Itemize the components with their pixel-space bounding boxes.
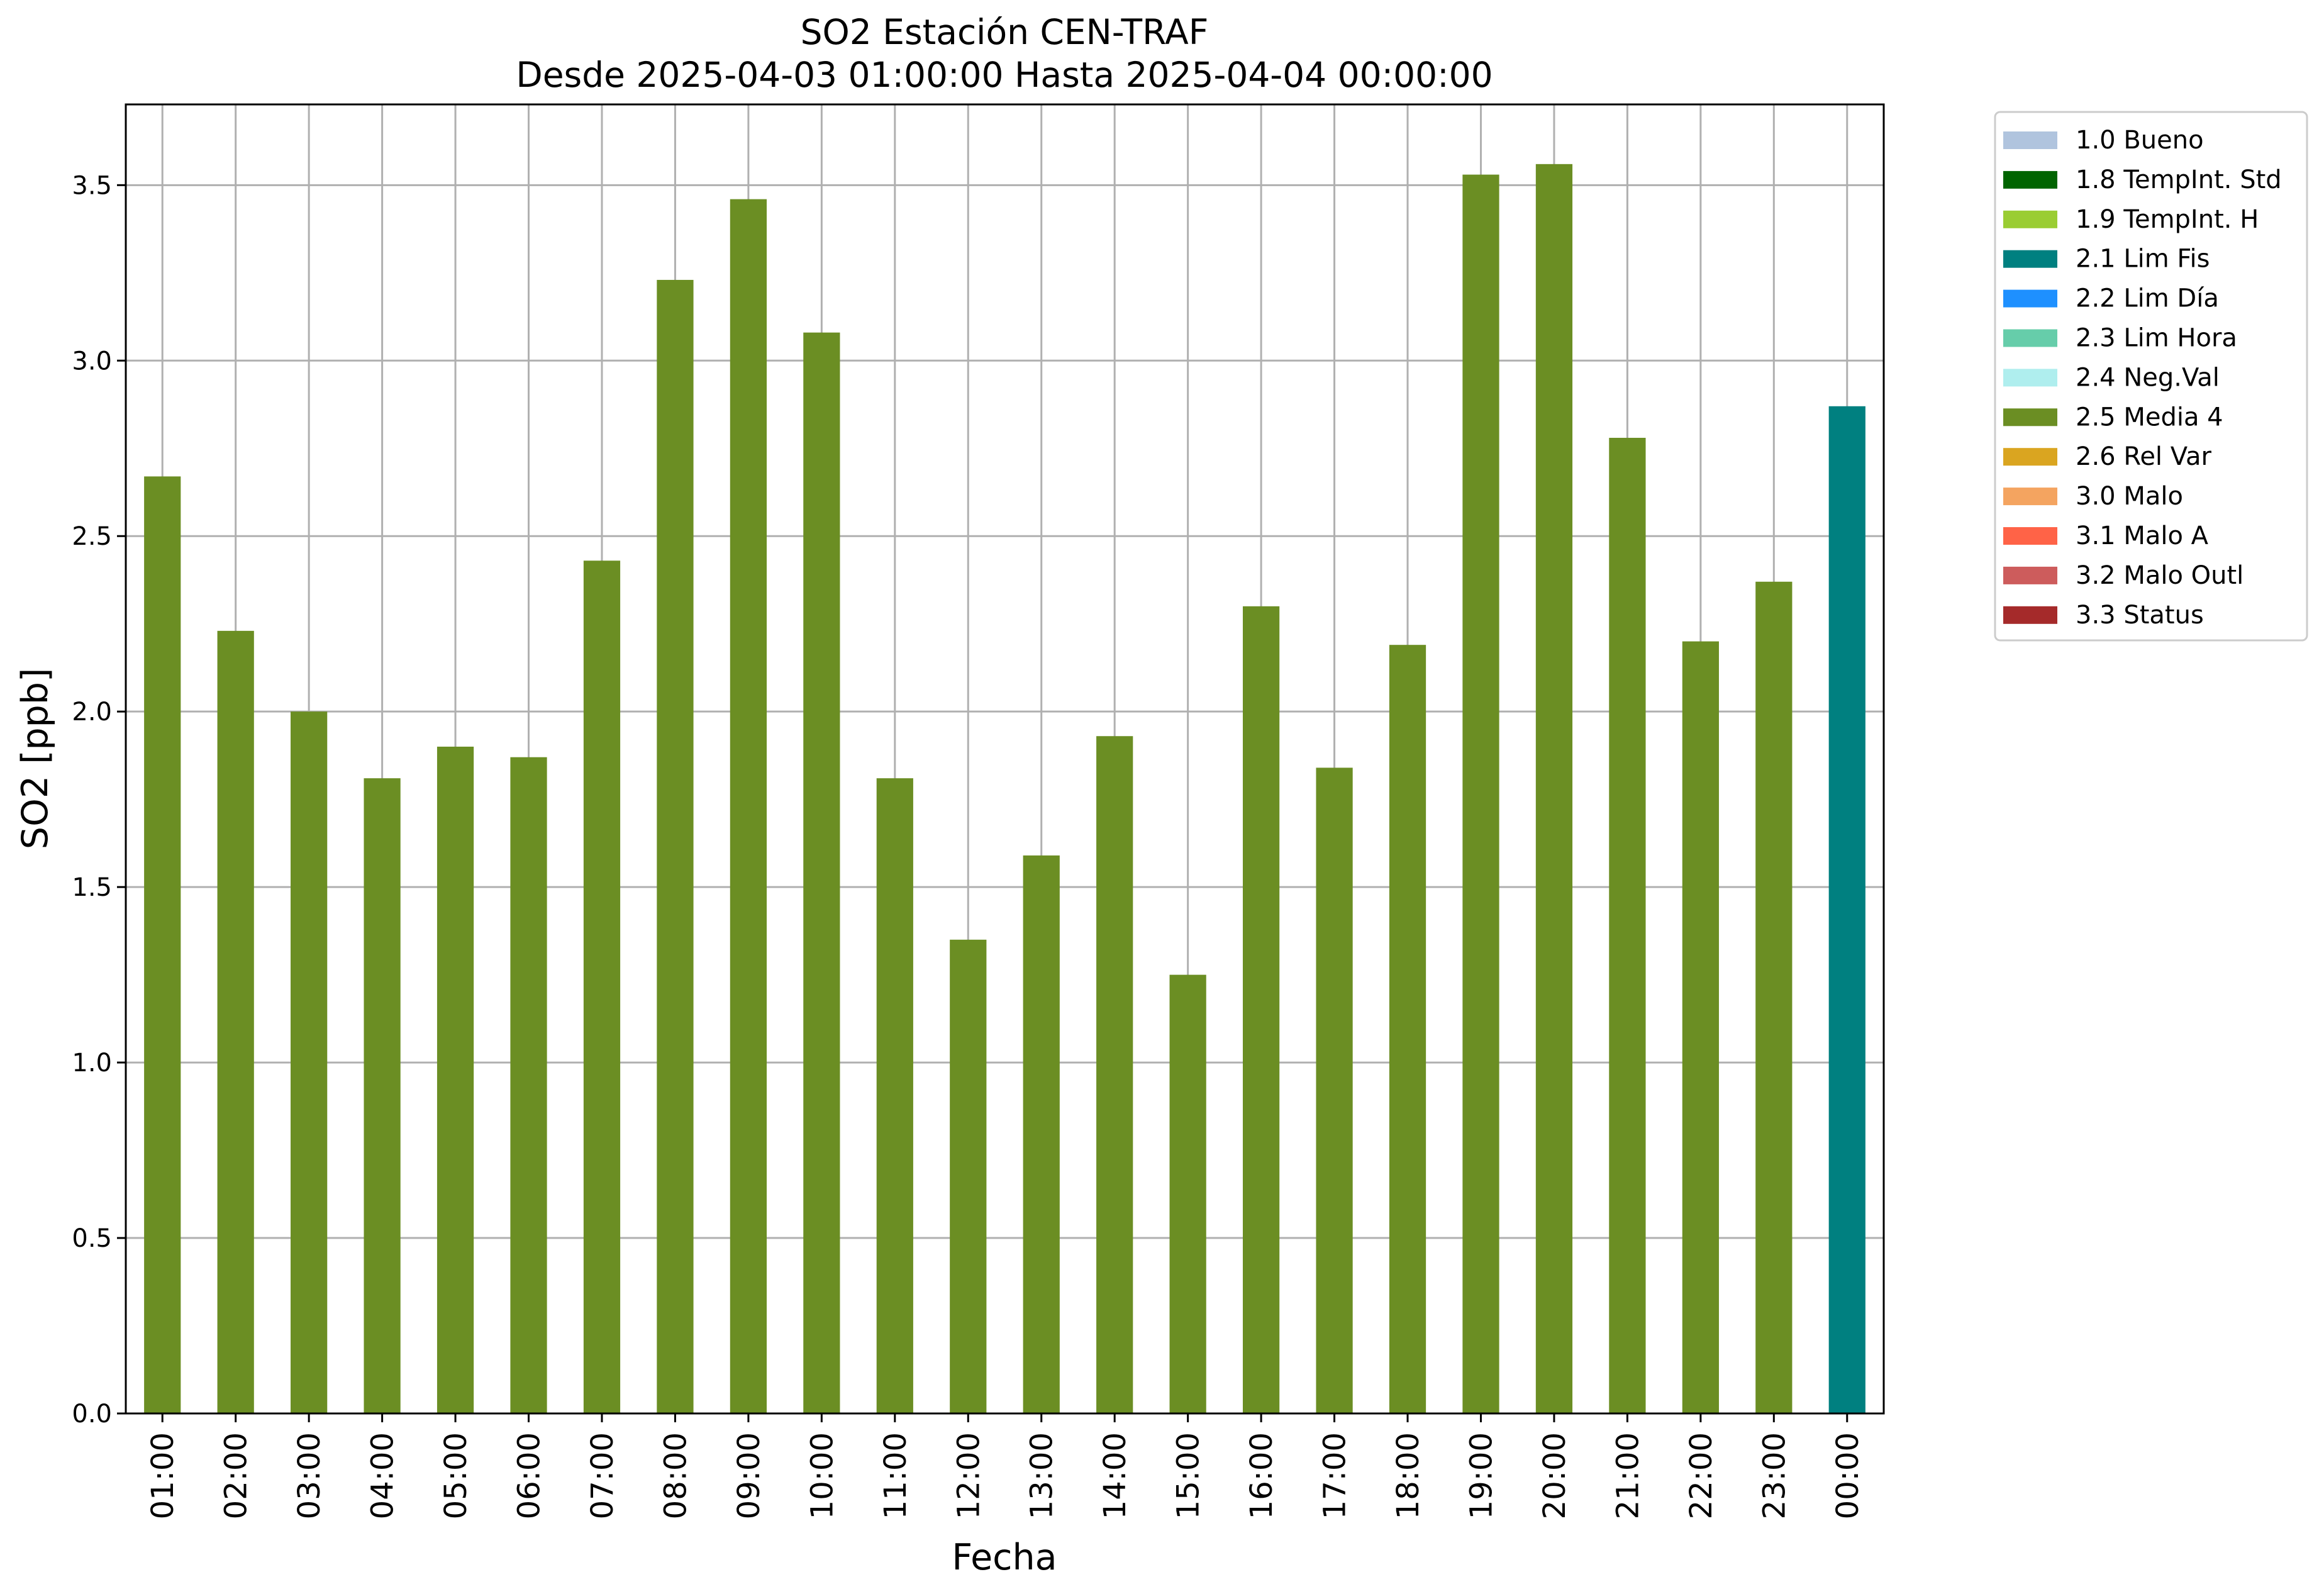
- legend-label: 2.6 Rel Var: [2076, 442, 2212, 471]
- y-axis-label: SO2 [ppb]: [14, 668, 56, 849]
- legend-label: 1.8 TempInt. Std: [2076, 165, 2282, 194]
- x-tick-label: 14:00: [1098, 1432, 1133, 1519]
- bar-1100: [876, 778, 913, 1413]
- legend-swatch: [2003, 289, 2057, 308]
- legend-label: 2.5 Media 4: [2076, 403, 2223, 432]
- chart-subtitle: Desde 2025-04-03 01:00:00 Hasta 2025-04-…: [516, 55, 1493, 95]
- legend-swatch: [2003, 329, 2057, 347]
- x-tick-label: 22:00: [1684, 1432, 1719, 1519]
- bar-0700: [583, 560, 621, 1413]
- bar-1000: [803, 332, 840, 1413]
- bar-1400: [1096, 736, 1133, 1413]
- x-tick-label: 08:00: [658, 1432, 693, 1519]
- legend-swatch: [2003, 527, 2057, 545]
- x-tick-label: 13:00: [1025, 1432, 1060, 1519]
- x-tick-label: 04:00: [365, 1432, 401, 1519]
- x-tick-label: 23:00: [1757, 1432, 1792, 1519]
- legend-swatch: [2003, 566, 2057, 584]
- bar-2300: [1755, 581, 1793, 1413]
- legend-label: 1.0 Bueno: [2076, 126, 2204, 155]
- x-tick-label: 05:00: [438, 1432, 474, 1519]
- bar-0500: [436, 746, 474, 1413]
- y-tick-label: 2.5: [72, 522, 112, 551]
- bar-1900: [1462, 174, 1499, 1413]
- legend-swatch: [2003, 408, 2057, 426]
- legend-box: [1994, 111, 2308, 642]
- bar-0400: [364, 778, 401, 1413]
- x-tick-label: 17:00: [1318, 1432, 1353, 1519]
- bar-0600: [510, 757, 547, 1413]
- legend-label: 3.1 Malo A: [2076, 521, 2209, 550]
- x-tick-label: 12:00: [951, 1432, 986, 1519]
- x-tick-label: 11:00: [878, 1432, 913, 1519]
- x-tick-label: 01:00: [145, 1432, 181, 1519]
- legend-swatch: [2003, 210, 2057, 228]
- x-tick-label: 00:00: [1830, 1432, 1865, 1519]
- bar-0900: [730, 199, 767, 1413]
- legend-label: 3.2 Malo Outl: [2076, 561, 2243, 590]
- legend-label: 3.3 Status: [2076, 601, 2204, 630]
- bar-0300: [291, 711, 328, 1413]
- bar-0000: [1828, 406, 1865, 1413]
- bar-1500: [1169, 974, 1206, 1413]
- y-tick-label: 3.0: [72, 347, 112, 376]
- legend-items: 1.0 Bueno 1.8 TempInt. Std 1.9 TempInt. H 2…: [2003, 126, 2282, 630]
- y-axis-ticks: 0.0 0.5 1.0 1.5 2.0 2.5 3.0 3.5: [72, 171, 126, 1429]
- x-axis-label: Fecha: [952, 1537, 1057, 1578]
- legend-label: 2.4 Neg.Val: [2076, 363, 2220, 392]
- bar-0800: [657, 279, 694, 1413]
- y-tick-label: 1.0: [72, 1049, 112, 1078]
- x-tick-label: 20:00: [1537, 1432, 1572, 1519]
- legend-swatch: [2003, 369, 2057, 387]
- bar-2100: [1609, 438, 1646, 1413]
- bar-0100: [144, 476, 181, 1414]
- chart-title: SO2 Estación CEN-TRAF: [801, 12, 1209, 52]
- legend-label: 2.3 Lim Hora: [2076, 324, 2237, 353]
- bar-2000: [1535, 164, 1573, 1414]
- y-tick-label: 0.0: [72, 1400, 112, 1429]
- bar-1800: [1389, 645, 1426, 1413]
- x-axis-ticks: 01:00 02:00 03:00 04:00 05:00 06:00 07:00 08:00…: [145, 1413, 1865, 1519]
- x-tick-label: 18:00: [1391, 1432, 1426, 1519]
- x-tick-label: 10:00: [804, 1432, 840, 1519]
- plot-frame: [125, 103, 1885, 1415]
- legend: 1.0 Bueno 1.8 TempInt. Std 1.9 TempInt. H 2…: [1994, 111, 2308, 642]
- legend-label: 2.1 Lim Fis: [2076, 245, 2210, 274]
- x-tick-label: 09:00: [731, 1432, 767, 1519]
- x-tick-label: 02:00: [219, 1432, 254, 1519]
- legend-label: 3.0 Malo: [2076, 482, 2183, 511]
- bar-1300: [1023, 855, 1060, 1413]
- y-tick-label: 2.0: [72, 698, 112, 727]
- legend-swatch: [2003, 131, 2057, 149]
- legend-label: 2.2 Lim Día: [2076, 284, 2219, 313]
- legend-swatch: [2003, 488, 2057, 506]
- legend-swatch: [2003, 170, 2057, 189]
- legend-swatch: [2003, 250, 2057, 268]
- bar-1600: [1242, 606, 1280, 1414]
- bars-group: [144, 164, 1865, 1414]
- x-tick-label: 06:00: [512, 1432, 547, 1519]
- x-tick-label: 03:00: [292, 1432, 327, 1519]
- legend-swatch: [2003, 448, 2057, 466]
- bar-1700: [1316, 767, 1353, 1413]
- y-tick-label: 1.5: [72, 873, 112, 902]
- x-tick-label: 21:00: [1610, 1432, 1645, 1519]
- legend-swatch: [2003, 606, 2057, 624]
- bar-0200: [217, 630, 254, 1413]
- bar-1200: [950, 939, 987, 1413]
- bar-2200: [1682, 641, 1719, 1413]
- y-tick-label: 0.5: [72, 1224, 112, 1253]
- x-tick-label: 07:00: [585, 1432, 620, 1519]
- x-tick-label: 16:00: [1244, 1432, 1279, 1519]
- x-tick-label: 19:00: [1464, 1432, 1499, 1519]
- x-tick-label: 15:00: [1171, 1432, 1206, 1519]
- y-tick-label: 3.5: [72, 171, 112, 200]
- legend-label: 1.9 TempInt. H: [2076, 205, 2259, 234]
